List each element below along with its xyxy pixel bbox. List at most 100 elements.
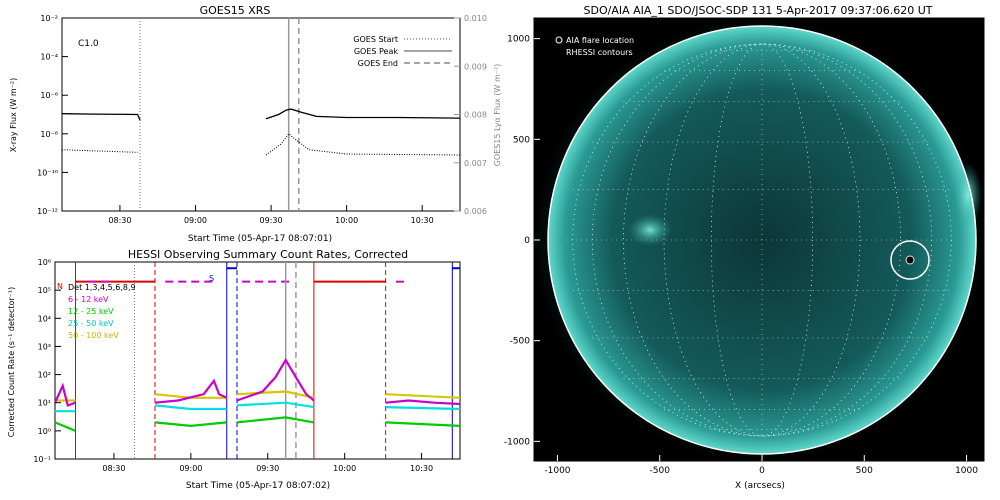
hessi-x-label: Start Time (05-Apr-17 08:07:02): [186, 481, 330, 491]
hessi-series-line: [236, 416, 315, 424]
goes-x-tick-label: 09:30: [260, 216, 283, 225]
aia-longitude-line: [710, 43, 814, 437]
aia-y-tick-label: -500: [510, 337, 531, 347]
hessi-y-tick-label: 10⁻¹: [33, 455, 51, 464]
aia-limb-outline: [547, 25, 977, 455]
hessi-x-tick-label: 09:30: [256, 464, 279, 473]
hessi-x-tick-label: 10:00: [333, 464, 356, 473]
hessi-x-axis: 08:30 09:00 09:30 10:00 10:30: [102, 453, 433, 473]
hessi-series-line: [154, 421, 227, 428]
hessi-series-line: [154, 378, 228, 404]
hessi-y-axis: 10⁻¹ 10⁰ 10¹ 10² 10³ 10⁴ 10⁵ 10⁶: [33, 258, 61, 464]
aia-y-tick-label: -1000: [504, 437, 530, 447]
goes-x-tick-label: 09:00: [184, 216, 207, 225]
hessi-flag-saa: S: [209, 274, 214, 283]
goes-y2-tick-label: 0.010: [464, 14, 487, 23]
hessi-series-line: [154, 404, 227, 411]
goes-markers: [139, 18, 300, 211]
hessi-series-line: [385, 406, 461, 411]
hessi-series-line: [385, 393, 461, 399]
hessi-y-tick-label: 10²: [38, 371, 51, 380]
aia-y-tick-label: 1000: [507, 35, 530, 45]
goes-y2-tick-label: 0.008: [464, 111, 487, 120]
aia-legend-rhessi: RHESSI contours: [566, 48, 633, 57]
aia-legend-circle-icon: [555, 36, 563, 44]
goes-series-line-short: [265, 133, 461, 156]
hessi-panel: HESSI Observing Summary Count Rates, Cor…: [7, 248, 461, 491]
aia-title: SDO/AIA AIA_1 SDO/JSOC-SDP 131 5-Apr-201…: [584, 4, 933, 17]
hessi-x-tick-label: 10:30: [410, 464, 433, 473]
aia-heliographic-grid: [566, 43, 958, 437]
hessi-y-tick-label: 10⁵: [38, 286, 51, 295]
goes-x-tick-label: 10:00: [335, 216, 358, 225]
hessi-series-line: [54, 421, 76, 432]
hessi-y-tick-label: 10¹: [38, 399, 51, 408]
aia-x-tick-label: 500: [856, 466, 873, 476]
goes-x-label: Start Time (05-Apr-17 08:07:01): [188, 234, 332, 244]
hessi-y-tick-label: 10⁰: [38, 427, 51, 436]
goes-series-line-long: [265, 108, 461, 120]
hessi-plot-frame: [54, 261, 461, 460]
hessi-series-line: [236, 390, 315, 399]
hessi-flags: [75, 262, 460, 459]
goes-y-tick-label: 10⁻⁴: [40, 53, 58, 62]
hessi-markers: [133, 262, 297, 459]
hessi-series-line: [53, 382, 76, 407]
aia-limb-bright-west: [954, 163, 982, 227]
hessi-series-line: [236, 357, 315, 402]
goes-x-tick-label: 08:30: [108, 216, 131, 225]
hessi-legend: Det 1,3,4,5,6,8,9 6 - 12 keV 12 - 25 keV…: [68, 283, 136, 340]
goes-y2-tick-label: 0.007: [464, 159, 487, 168]
aia-x-tick-label: 1000: [955, 466, 978, 476]
hessi-series: [53, 357, 461, 432]
hessi-y-tick-label: 10³: [38, 342, 51, 351]
hessi-series-line: [385, 421, 461, 427]
goes-y2-tick-label: 0.006: [464, 207, 487, 216]
goes-y2-tick-label: 0.009: [464, 62, 487, 71]
aia-longitude-line: [663, 43, 861, 437]
goes-y-axis: 10⁻¹² 10⁻¹⁰ 10⁻⁸ 10⁻⁶ 10⁻⁴ 10⁻²: [37, 14, 68, 216]
hessi-legend-det: Det 1,3,4,5,6,8,9: [68, 283, 136, 292]
hessi-legend-6-12: 6 - 12 keV: [68, 295, 109, 304]
goes-y-label: X-ray Flux (W m⁻²): [9, 78, 18, 153]
goes-y-tick-label: 10⁻¹⁰: [37, 168, 58, 177]
aia-longitude-line: [623, 43, 901, 437]
hessi-y-label: Corrected Count Rate (s⁻¹ detector⁻¹): [7, 287, 16, 438]
hessi-x-tick-label: 08:30: [102, 464, 125, 473]
goes-y2-axis: 0.006 0.007 0.008 0.009 0.010: [454, 14, 487, 216]
aia-x-axis: -1000 -500 0 500 1000: [544, 455, 978, 476]
aia-x-tick-label: -500: [650, 466, 671, 476]
aia-flare-circle: [890, 240, 930, 280]
aia-y-axis: 1000 500 0 -500 -1000: [504, 35, 540, 447]
hessi-flag-night: N: [57, 282, 63, 291]
hessi-title: HESSI Observing Summary Count Rates, Cor…: [128, 248, 408, 261]
aia-longitude-line: [572, 43, 952, 437]
goes-x-tick-label: 10:30: [411, 216, 434, 225]
aia-active-region-east: [628, 214, 672, 246]
aia-x-tick-label: 0: [759, 466, 765, 476]
goes-y-tick-label: 10⁻⁸: [40, 130, 58, 139]
goes-legend-start-label: GOES Start: [353, 35, 398, 44]
hessi-series-line: [236, 401, 315, 409]
hessi-legend-25-50: 25 - 50 keV: [68, 319, 114, 328]
goes-title: GOES15 XRS: [200, 4, 271, 17]
aia-y-tick-label: 500: [513, 135, 530, 145]
goes-series-line-long: [61, 113, 141, 121]
aia-y-tick-label: 0: [524, 236, 530, 246]
hessi-x-tick-label: 09:00: [179, 464, 202, 473]
aia-x-tick-label: -1000: [544, 466, 570, 476]
goes-annotation: C1.0: [78, 39, 99, 49]
hessi-legend-12-25: 12 - 25 keV: [68, 307, 114, 316]
aia-flare-kernel: [905, 255, 915, 265]
aia-legend-flare: AIA flare location: [566, 36, 634, 45]
aia-panel: SDO/AIA AIA_1 SDO/JSOC-SDP 131 5-Apr-201…: [504, 4, 985, 491]
goes-panel: GOES15 XRS C1.0 10⁻¹²10⁻¹⁰10⁻⁸10⁻⁶10⁻⁴10…: [9, 4, 502, 244]
goes-x-axis: 08:30 09:00 09:30 10:00 10:30: [108, 205, 434, 225]
goes-y-tick-label: 10⁻⁶: [40, 91, 58, 100]
goes-y-tick-label: 10⁻²: [40, 14, 58, 23]
goes-series-line-short: [61, 149, 138, 153]
goes-legend-end-label: GOES End: [358, 59, 398, 68]
goes-y2-label: GOES15 Lyα Flux (W m⁻²): [493, 64, 502, 167]
hessi-legend-50-100: 50 - 100 keV: [68, 331, 119, 340]
